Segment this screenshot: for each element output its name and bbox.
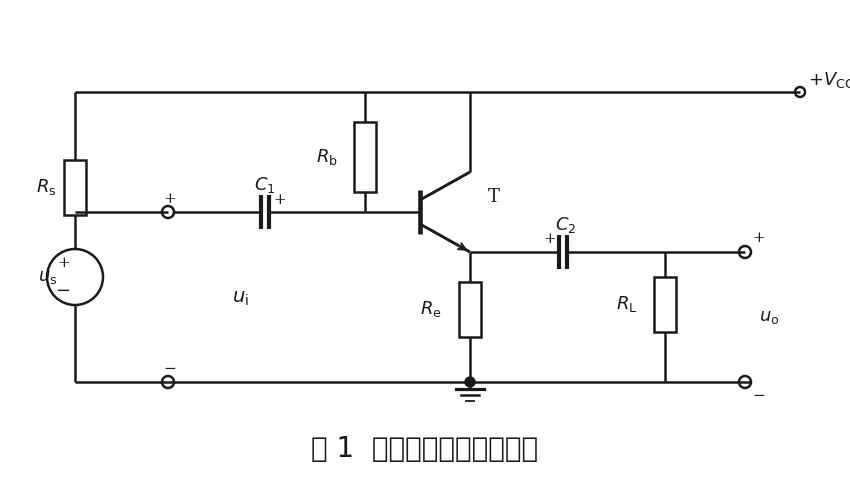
Text: $C_2$: $C_2$ — [555, 215, 576, 235]
Bar — [354, 122, 376, 192]
Text: $C_1$: $C_1$ — [254, 175, 275, 195]
Text: $u_{\rm o}$: $u_{\rm o}$ — [759, 308, 779, 326]
Text: $R_{\rm b}$: $R_{\rm b}$ — [316, 147, 338, 167]
Text: $R_{\rm e}$: $R_{\rm e}$ — [420, 299, 442, 319]
Text: +: + — [752, 231, 765, 245]
Text: −: − — [55, 282, 70, 300]
Text: +: + — [274, 193, 286, 207]
Bar — [64, 160, 86, 214]
Text: +: + — [544, 232, 557, 246]
Text: T: T — [488, 188, 500, 206]
Bar — [459, 281, 481, 337]
Circle shape — [465, 377, 475, 387]
Text: $+V_{\rm CC}$: $+V_{\rm CC}$ — [808, 70, 850, 90]
Text: +: + — [163, 192, 176, 206]
Text: 图 1  射极输出器的典型电路: 图 1 射极输出器的典型电路 — [311, 435, 539, 463]
Text: $R_{\rm L}$: $R_{\rm L}$ — [615, 294, 637, 314]
Text: −: − — [752, 389, 765, 403]
Text: $R_{\rm s}$: $R_{\rm s}$ — [37, 177, 57, 197]
Text: $u_{\rm i}$: $u_{\rm i}$ — [231, 290, 248, 308]
Text: −: − — [163, 362, 176, 376]
Text: +: + — [57, 256, 70, 270]
Bar — [654, 277, 676, 332]
Text: $u_{\rm s}$: $u_{\rm s}$ — [37, 268, 57, 286]
